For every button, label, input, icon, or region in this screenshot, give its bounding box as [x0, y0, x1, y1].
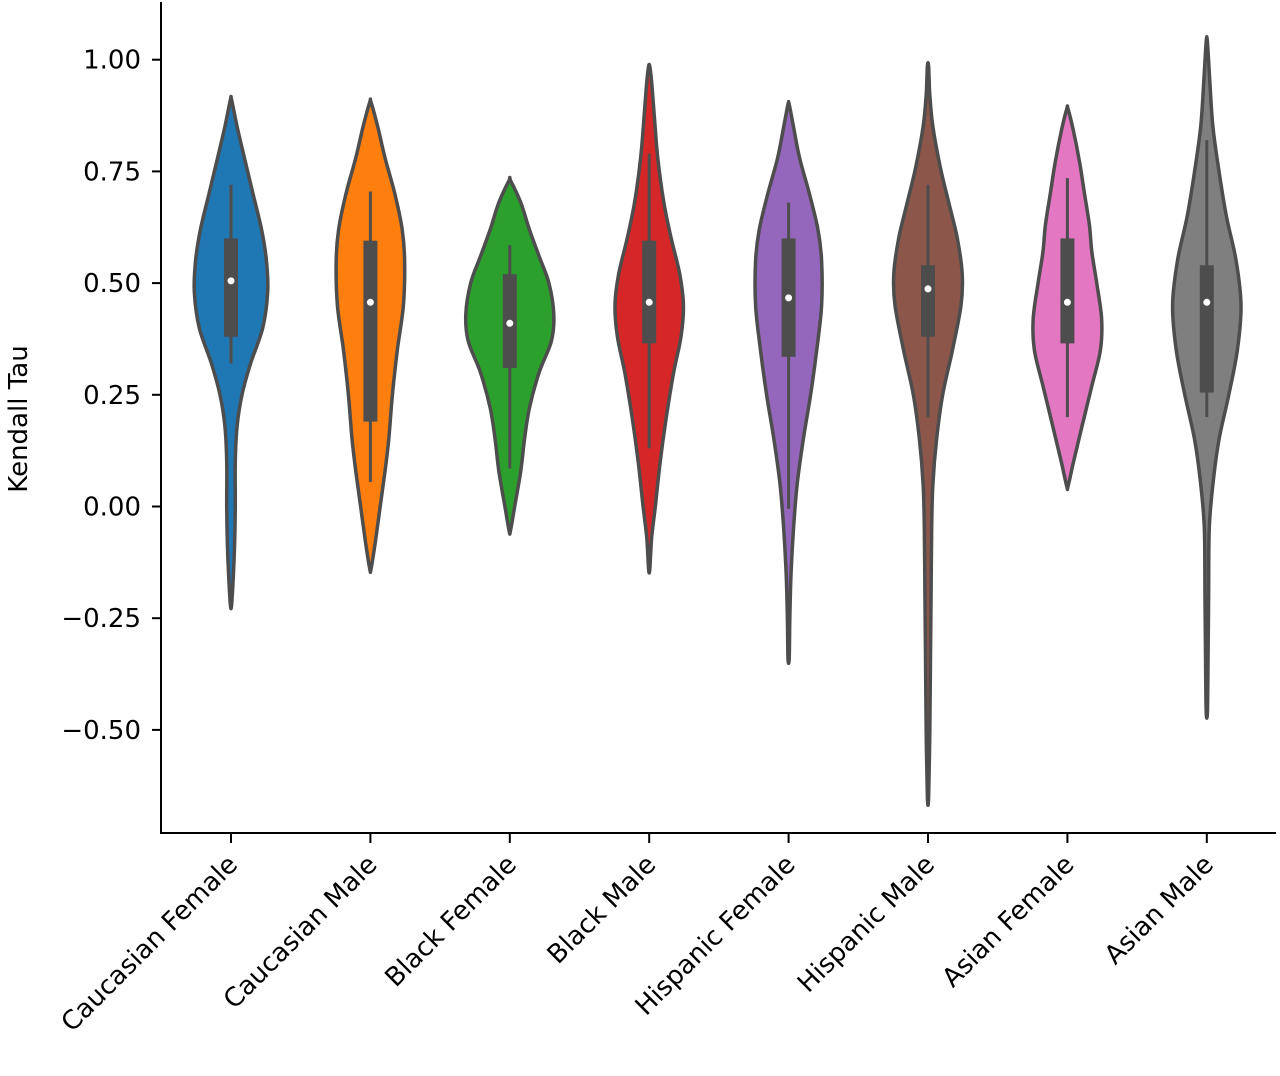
x-tick-label: Asian Female: [937, 850, 1081, 994]
violin-median-point: [227, 277, 235, 285]
violin-median-point: [1203, 298, 1211, 306]
y-axis-title: Kendall Tau: [4, 345, 34, 492]
violin-median-point: [645, 298, 653, 306]
violin-asian-male: [1170, 35, 1243, 720]
y-tick-label: 0.00: [83, 493, 141, 523]
axes: [160, 2, 1276, 834]
violin-iqr-box: [1199, 265, 1214, 393]
violin-median-point: [366, 298, 374, 306]
x-tick-label: Hispanic Male: [792, 850, 941, 999]
violin-median-point: [785, 294, 793, 302]
violin-iqr-box: [363, 240, 378, 422]
x-tick-label: Black Female: [379, 850, 522, 993]
x-tick-label: Asian Male: [1099, 850, 1220, 971]
violin-black-female: [463, 175, 556, 536]
violin-median-point: [924, 285, 932, 293]
x-tick-label: Black Male: [542, 850, 662, 970]
violin-hispanic-male: [891, 61, 965, 808]
violin-black-male: [613, 62, 686, 575]
violin-iqr-box: [224, 238, 238, 337]
violin-iqr-box: [921, 265, 935, 337]
y-tick-label: 0.25: [83, 381, 141, 411]
violin-layer: [192, 35, 1243, 808]
y-tick-layer: −0.50 −0.25 0.00 0.25 0.50 0.75 1.00: [61, 46, 161, 746]
x-tick-label: Caucasian Male: [218, 850, 383, 1015]
violin-caucasian-male: [334, 97, 407, 575]
x-tick-label: Caucasian Female: [56, 850, 244, 1038]
violin-caucasian-female: [192, 94, 270, 611]
violin-hispanic-female: [753, 99, 824, 666]
violin-median-point: [1063, 298, 1071, 306]
violin-asian-female: [1031, 104, 1104, 492]
y-tick-label: −0.25: [61, 604, 141, 634]
y-tick-label: 0.50: [83, 269, 141, 299]
violin-median-point: [506, 319, 514, 327]
y-tick-label: −0.50: [61, 716, 141, 746]
violin-body: [891, 61, 965, 808]
y-tick-label: 0.75: [83, 157, 141, 187]
violin-iqr-box: [642, 240, 657, 344]
violin-iqr-box: [1060, 238, 1075, 344]
y-tick-label: 1.00: [83, 46, 141, 76]
